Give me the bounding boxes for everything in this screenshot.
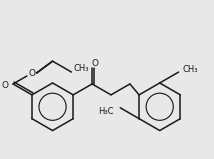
Text: CH₃: CH₃ bbox=[183, 65, 198, 74]
Text: H₃C: H₃C bbox=[99, 107, 114, 116]
Text: O: O bbox=[1, 81, 9, 90]
Text: CH₃: CH₃ bbox=[74, 64, 89, 73]
Text: O: O bbox=[28, 69, 36, 78]
Text: O: O bbox=[92, 59, 99, 68]
